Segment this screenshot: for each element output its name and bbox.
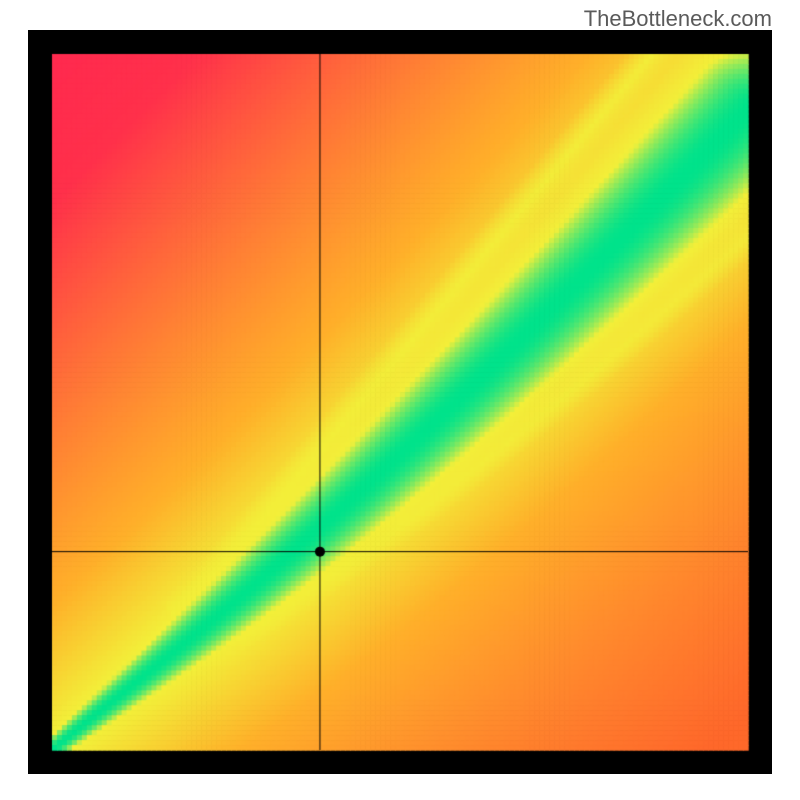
heatmap-canvas: [28, 30, 772, 774]
chart-container: TheBottleneck.com: [0, 0, 800, 800]
plot-frame: [28, 30, 772, 774]
watermark-text: TheBottleneck.com: [584, 6, 772, 32]
